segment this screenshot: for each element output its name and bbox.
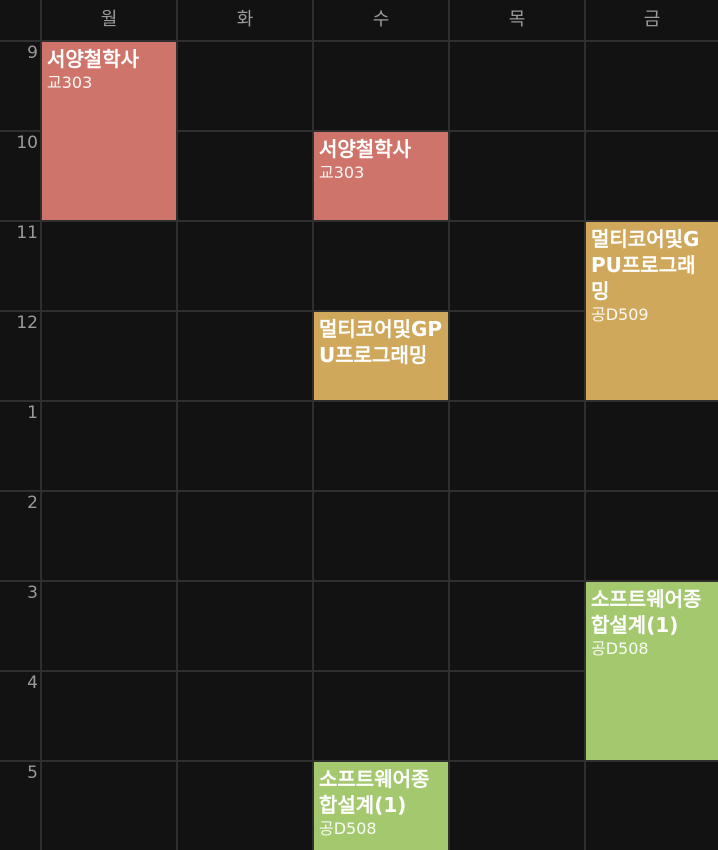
day-header-thu: 목 [508,9,526,30]
hour-label-4: 4 [27,673,38,693]
class-block-philosophy-wed[interactable]: 서양철학사 교303 [314,132,448,220]
grid-line [0,580,718,582]
class-room: 공D508 [319,819,377,838]
class-title: 멀티코어및GPU프로그래밍 [319,317,443,367]
hour-label-11: 11 [16,223,38,243]
grid-line [0,670,718,672]
hour-label-3: 3 [27,583,38,603]
class-room: 공D509 [591,305,649,324]
grid-line [0,490,718,492]
grid-line [312,0,314,850]
hour-label-2: 2 [27,493,38,513]
hour-label-1: 1 [27,403,38,423]
day-header-wed: 수 [372,9,390,30]
grid-line [40,0,42,850]
hour-label-5: 5 [27,763,38,783]
day-header-tue: 화 [236,9,254,30]
grid-line [0,130,718,132]
class-block-philosophy-mon[interactable]: 서양철학사 교303 [42,42,176,220]
grid-line [176,0,178,850]
grid-line [0,310,718,312]
class-room: 교303 [319,163,365,182]
grid-line [0,220,718,222]
class-block-software-fri[interactable]: 소프트웨어종합설계(1) 공D508 [586,582,718,760]
grid-line [584,0,586,850]
grid-line [0,40,718,42]
hour-label-12: 12 [16,313,38,333]
class-block-software-wed[interactable]: 소프트웨어종합설계(1) 공D508 [314,762,448,850]
hour-label-9: 9 [27,43,38,63]
grid-line [448,0,450,850]
class-title: 서양철학사 [47,47,139,71]
grid-line [0,760,718,762]
class-room: 공D508 [591,639,649,658]
class-room: 교303 [47,73,93,92]
grid-line [0,400,718,402]
day-header-mon: 월 [100,9,118,30]
hour-label-10: 10 [16,133,38,153]
class-title: 소프트웨어종합설계(1) [591,587,702,637]
class-block-multicore-fri[interactable]: 멀티코어및GPU프로그래밍 공D509 [586,222,718,400]
class-block-multicore-wed[interactable]: 멀티코어및GPU프로그래밍 [314,312,448,400]
class-title: 멀티코어및GPU프로그래밍 [591,227,700,303]
day-header-fri: 금 [643,9,661,30]
class-title: 서양철학사 [319,137,411,161]
class-title: 소프트웨어종합설계(1) [319,767,430,817]
